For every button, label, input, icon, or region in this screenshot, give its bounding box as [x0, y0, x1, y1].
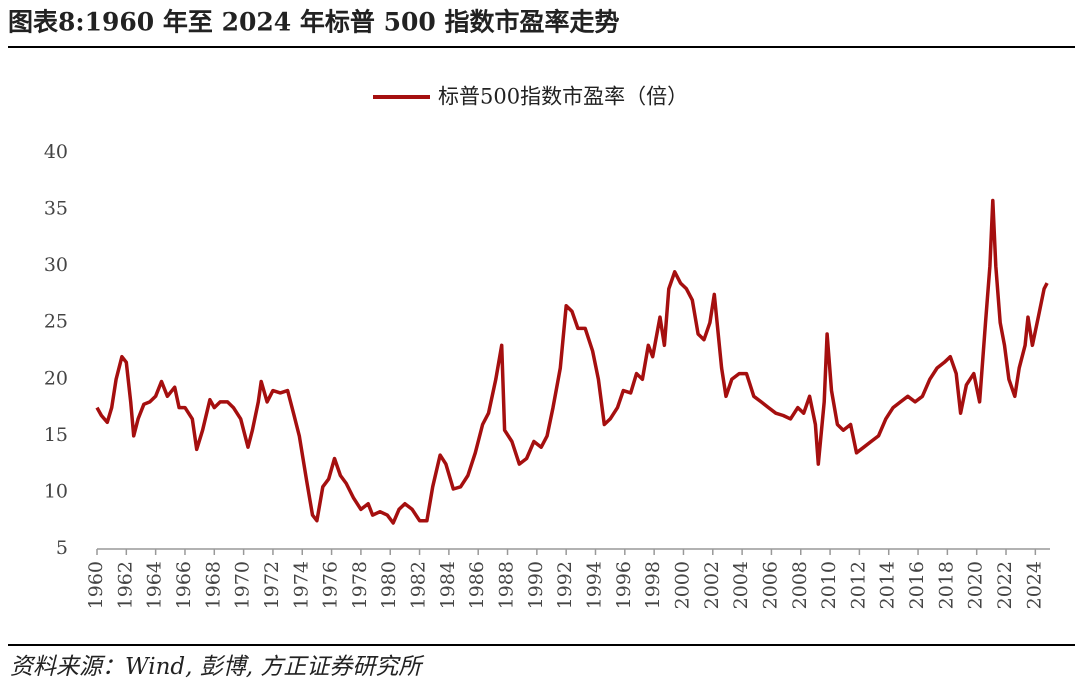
- y-tick-label: 5: [56, 537, 68, 559]
- x-tick-label: 1988: [496, 561, 518, 609]
- y-tick-label: 25: [44, 311, 68, 333]
- y-tick-label: 40: [44, 141, 68, 163]
- chart-title: 图表8:1960 年至 2024 年标普 500 指数市盈率走势: [8, 8, 620, 37]
- x-tick-label: 1970: [232, 561, 254, 609]
- x-tick-label: 2014: [877, 561, 899, 609]
- y-tick-label: 35: [44, 198, 68, 220]
- x-tick-label: 1984: [437, 561, 459, 609]
- x-tick-label: 2022: [994, 561, 1016, 609]
- x-tick-label: 1996: [613, 561, 635, 609]
- y-tick-label: 30: [44, 254, 68, 276]
- series-line: [95, 198, 1049, 525]
- x-tick-label: 1992: [554, 561, 576, 609]
- x-tick-label: 2010: [818, 561, 840, 609]
- x-tick-label: 2002: [701, 561, 723, 609]
- x-tick-label: 1982: [408, 561, 430, 609]
- x-tick-label: 2024: [1023, 561, 1045, 609]
- x-tick-label: 1964: [144, 561, 166, 609]
- source: 资料来源：Wind, 彭博, 方正证券研究所: [10, 654, 424, 680]
- x-tick-label: 1990: [525, 561, 547, 609]
- x-tick-label: 2016: [906, 561, 928, 609]
- x-tick-label: 1974: [290, 561, 312, 609]
- x-tick-label: 1966: [173, 561, 195, 609]
- x-tick-label: 1960: [85, 561, 107, 609]
- x-tick-label: 1968: [202, 561, 224, 609]
- x-tick-label: 1972: [261, 561, 283, 609]
- x-tick-label: 2008: [789, 561, 811, 609]
- x-tick-label: 2006: [759, 561, 781, 609]
- x-tick-label: 2012: [847, 561, 869, 609]
- x-tick-label: 1962: [114, 561, 136, 609]
- x-tick-label: 1978: [349, 561, 371, 609]
- x-tick-label: 1980: [378, 561, 400, 609]
- y-tick-label: 10: [44, 480, 68, 502]
- x-tick-label: 1986: [466, 561, 488, 609]
- x-tick-label: 2000: [671, 561, 693, 609]
- legend-label: 标普500指数市盈率（倍）: [438, 85, 688, 109]
- x-tick-label: 1994: [583, 561, 605, 609]
- x-tick-label: 1976: [320, 561, 342, 609]
- x-tick-label: 2004: [730, 561, 752, 609]
- x-tick-label: 1998: [642, 561, 664, 609]
- y-tick-label: 15: [44, 424, 68, 446]
- x-tick-label: 2018: [935, 561, 957, 609]
- y-tick-label: 20: [44, 367, 68, 389]
- x-tick-label: 2020: [965, 561, 987, 609]
